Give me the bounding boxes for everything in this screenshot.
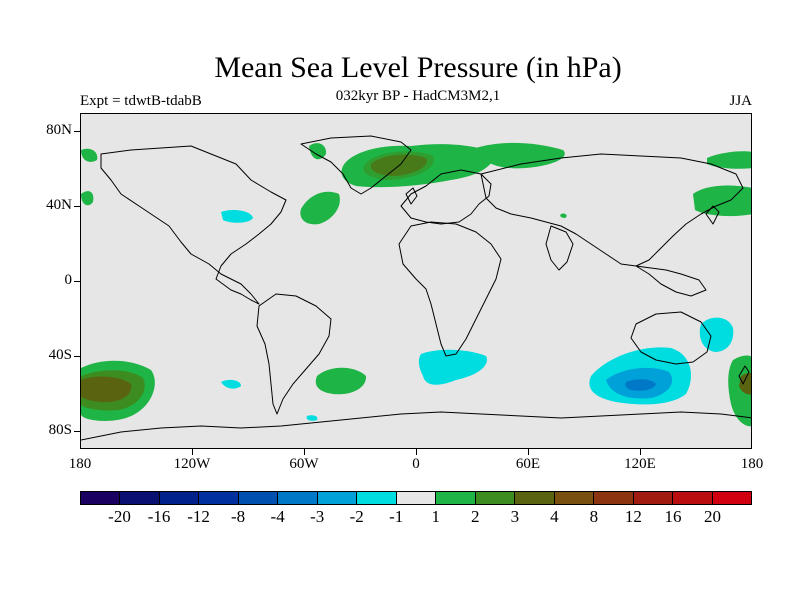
coast-north-america [100, 145, 287, 305]
lon-label-60e: 60E [515, 456, 541, 472]
colorbar-label: -8 [231, 507, 246, 526]
colorbar-swatch [199, 492, 239, 504]
colorbar-label: 4 [550, 507, 559, 526]
anomaly-small-mid [560, 213, 567, 218]
colorbar-swatch [515, 492, 555, 504]
experiment-label: Expt = tdwtB-tdabB [80, 93, 202, 109]
lat-label-80s: 80S [48, 422, 72, 438]
lat-label-40s: 40S [48, 347, 72, 363]
coast-asia [480, 153, 744, 267]
anomaly-arctic-scandinavia [476, 142, 565, 169]
anomaly-north-pacific-west [81, 191, 94, 206]
lat-tick [74, 431, 80, 432]
anomaly-south-atlantic [315, 367, 367, 395]
colorbar-label: -4 [270, 507, 285, 526]
colorbar-swatch [475, 492, 516, 504]
colorbar-label: -1 [389, 507, 404, 526]
map-canvas [81, 114, 751, 448]
lon-tick [192, 449, 193, 455]
colorbar-swatch [396, 492, 437, 504]
colorbar-label: 1 [431, 507, 441, 526]
lon-tick [304, 449, 305, 455]
anomaly-north-atlantic-small [300, 191, 340, 225]
anomaly-south-pacific-small-neg [221, 379, 241, 389]
anomaly-south-pacific-core [81, 376, 132, 402]
map-subtitle: 032kyr BP - HadCM3M2,1 [335, 88, 501, 104]
colorbar-label: 20 [703, 507, 721, 526]
anomaly-arctic-nw [81, 148, 98, 162]
colorbar [80, 491, 752, 505]
anomaly-arctic-center [309, 143, 327, 160]
lat-label-80n: 80N [46, 122, 72, 138]
lat-tick [74, 206, 80, 207]
colorbar-label: 16 [664, 507, 682, 526]
anomaly-tasman-neg [699, 317, 734, 352]
coast-india [545, 225, 574, 271]
coast-south-america [256, 293, 332, 415]
lon-tick [528, 449, 529, 455]
anomaly-tasman-outer [728, 355, 751, 427]
colorbar-label: 3 [510, 507, 520, 526]
anomaly-arctic-ne [707, 151, 751, 169]
anomaly-north-pacific-east [693, 185, 751, 217]
colorbar-swatch [159, 492, 200, 504]
lon-label-180e: 180 [740, 456, 764, 472]
map-title: Mean Sea Level Pressure (in hPa) [214, 51, 622, 84]
colorbar-swatch [120, 492, 160, 504]
anomaly-south-atlantic-neg [418, 349, 487, 385]
coast-europe [400, 169, 492, 225]
lon-tick [416, 449, 417, 455]
lon-label-120e: 120E [624, 456, 656, 472]
coast-japan [705, 205, 720, 225]
coastlines [81, 135, 751, 441]
lat-label-40n: 40N [46, 197, 72, 213]
lon-label-60w: 60W [289, 456, 319, 472]
lat-tick [74, 281, 80, 282]
colorbar-swatch [278, 492, 318, 504]
coast-southeast-asia [635, 265, 707, 297]
season-label: JJA [729, 93, 752, 109]
lat-tick [74, 356, 80, 357]
colorbar-swatch [317, 492, 358, 504]
colorbar-swatch [238, 492, 279, 504]
colorbar-swatch [436, 492, 476, 504]
anomaly-southern-ocean-tiny [306, 415, 318, 421]
coast-antarctica [81, 411, 751, 441]
lat-tick [74, 131, 80, 132]
colorbar-label: 12 [624, 507, 642, 526]
coast-new-zealand [738, 365, 750, 385]
colorbar-label: 2 [471, 507, 480, 526]
anomaly-north-atlantic-neg [221, 210, 253, 223]
colorbar-label: -12 [187, 507, 210, 526]
lon-label-120w: 120W [173, 456, 211, 472]
colorbar-label: 8 [589, 507, 599, 526]
colorbar-label: -20 [108, 507, 131, 526]
colorbar-label: -16 [147, 507, 171, 526]
lat-label-0: 0 [64, 272, 73, 288]
colorbar-swatch [712, 492, 751, 504]
colorbar-swatch [357, 492, 397, 504]
lon-label-180w: 180 [68, 456, 92, 472]
colorbar-label: -3 [310, 507, 325, 526]
colorbar-swatch [673, 492, 713, 504]
colorbar-swatch [554, 492, 595, 504]
anomaly-tasman-core [739, 373, 751, 395]
colorbar-label: -2 [349, 507, 364, 526]
positive-anomaly-layer [81, 142, 751, 427]
colorbar-swatch [81, 492, 121, 504]
lon-label-0: 0 [412, 456, 420, 472]
lon-tick [640, 449, 641, 455]
coast-greenland [300, 135, 412, 195]
map-panel [80, 113, 752, 449]
coast-australia [630, 311, 712, 365]
anomaly-indian-ocean-core [625, 379, 656, 391]
coast-africa [398, 221, 502, 357]
colorbar-swatch [633, 492, 674, 504]
colorbar-swatch [594, 492, 634, 504]
coast-uk [405, 187, 418, 205]
